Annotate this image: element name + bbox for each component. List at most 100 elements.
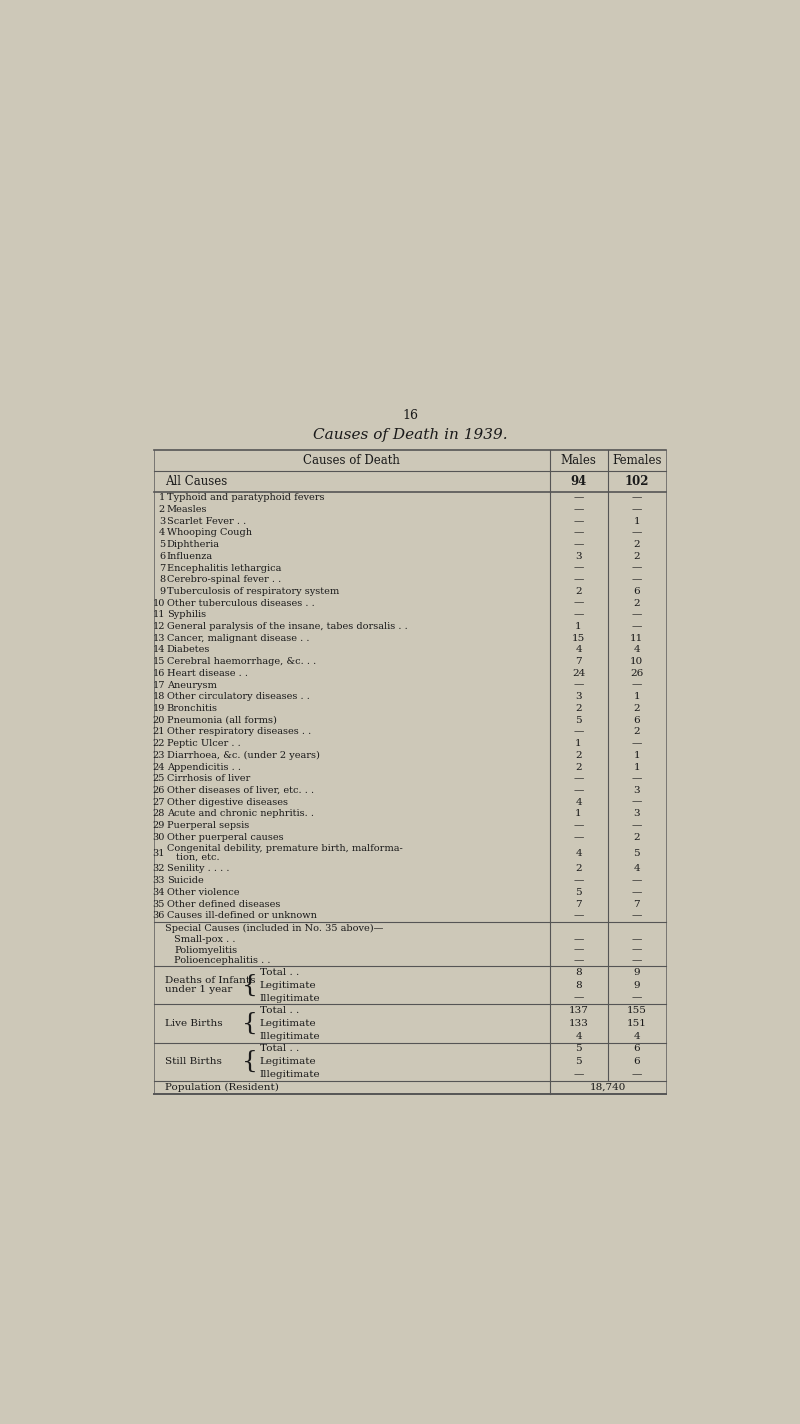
Text: 12: 12: [153, 622, 165, 631]
Text: Illegitimate: Illegitimate: [260, 1069, 320, 1079]
Text: Poliomyelitis: Poliomyelitis: [174, 946, 238, 954]
Text: 22: 22: [153, 739, 165, 748]
Text: —: —: [631, 611, 642, 619]
Text: 2: 2: [575, 703, 582, 713]
Text: Syphilis: Syphilis: [166, 611, 206, 619]
Text: 10: 10: [630, 658, 643, 666]
Text: —: —: [574, 934, 584, 944]
Text: 1: 1: [159, 493, 165, 503]
Text: 4: 4: [575, 797, 582, 806]
Text: 2: 2: [575, 587, 582, 597]
Text: 6: 6: [634, 587, 640, 597]
Text: Live Births: Live Births: [165, 1020, 222, 1028]
Text: —: —: [631, 564, 642, 572]
Text: 27: 27: [153, 797, 165, 806]
Text: —: —: [574, 957, 584, 965]
Text: 4: 4: [575, 849, 582, 857]
Text: 29: 29: [153, 822, 165, 830]
Text: 155: 155: [626, 1007, 646, 1015]
Text: 17: 17: [153, 681, 165, 689]
Text: —: —: [631, 775, 642, 783]
Text: 1: 1: [634, 692, 640, 701]
Text: 3: 3: [634, 786, 640, 795]
Text: —: —: [574, 540, 584, 550]
Text: —: —: [631, 946, 642, 954]
Text: Pneumonia (all forms): Pneumonia (all forms): [166, 716, 277, 725]
Text: {: {: [242, 974, 258, 997]
Text: Polioencephalitis . .: Polioencephalitis . .: [174, 957, 271, 965]
Text: Other diseases of liver, etc. . .: Other diseases of liver, etc. . .: [166, 786, 314, 795]
Text: 5: 5: [575, 1044, 582, 1054]
Text: —: —: [574, 517, 584, 525]
Text: 20: 20: [153, 716, 165, 725]
Text: 2: 2: [634, 540, 640, 550]
Text: 26: 26: [630, 669, 643, 678]
Text: Causes of Death: Causes of Death: [303, 454, 400, 467]
Text: 16: 16: [153, 669, 165, 678]
Text: Other digestive diseases: Other digestive diseases: [166, 797, 288, 806]
Text: —: —: [631, 994, 642, 1002]
Text: Peptic Ulcer . .: Peptic Ulcer . .: [166, 739, 240, 748]
Text: All Causes: All Causes: [165, 476, 227, 488]
Text: 25: 25: [153, 775, 165, 783]
Text: 13: 13: [153, 634, 165, 642]
Text: 33: 33: [153, 876, 165, 886]
Text: Suicide: Suicide: [166, 876, 203, 886]
Text: 31: 31: [153, 849, 165, 857]
Text: Puerperal sepsis: Puerperal sepsis: [166, 822, 249, 830]
Text: 6: 6: [159, 553, 165, 561]
Text: 7: 7: [159, 564, 165, 572]
Text: —: —: [574, 946, 584, 954]
Text: —: —: [631, 797, 642, 806]
Text: 4: 4: [159, 528, 165, 537]
Text: Total . .: Total . .: [260, 1044, 299, 1054]
Text: 30: 30: [153, 833, 165, 842]
Text: —: —: [574, 564, 584, 572]
Text: 8: 8: [575, 968, 582, 977]
Text: 6: 6: [634, 1057, 640, 1067]
Text: Congenital debility, premature birth, malforma-: Congenital debility, premature birth, ma…: [166, 844, 402, 853]
Text: 5: 5: [575, 1057, 582, 1067]
Text: Legitimate: Legitimate: [260, 1020, 316, 1028]
Text: Males: Males: [561, 454, 597, 467]
Text: —: —: [631, 528, 642, 537]
Text: 9: 9: [159, 587, 165, 597]
Text: 8: 8: [575, 981, 582, 990]
Text: Acute and chronic nephritis. .: Acute and chronic nephritis. .: [166, 809, 314, 819]
Text: Aneurysm: Aneurysm: [166, 681, 217, 689]
Text: 3: 3: [634, 809, 640, 819]
Text: Appendicitis . .: Appendicitis . .: [166, 762, 241, 772]
Text: Other puerperal causes: Other puerperal causes: [166, 833, 283, 842]
Text: 2: 2: [575, 750, 582, 760]
Text: —: —: [631, 1069, 642, 1079]
Text: —: —: [574, 528, 584, 537]
Text: —: —: [574, 994, 584, 1002]
Text: 2: 2: [575, 864, 582, 873]
Text: 18: 18: [153, 692, 165, 701]
Text: Other defined diseases: Other defined diseases: [166, 900, 280, 909]
Text: under 1 year: under 1 year: [165, 985, 233, 994]
Text: 137: 137: [569, 1007, 589, 1015]
Text: Illegitimate: Illegitimate: [260, 994, 320, 1002]
Text: —: —: [631, 622, 642, 631]
Text: 21: 21: [153, 728, 165, 736]
Text: —: —: [631, 889, 642, 897]
Text: 23: 23: [153, 750, 165, 760]
Text: 34: 34: [153, 889, 165, 897]
Text: Heart disease . .: Heart disease . .: [166, 669, 248, 678]
Text: Whooping Cough: Whooping Cough: [166, 528, 252, 537]
Text: 7: 7: [575, 658, 582, 666]
Text: 28: 28: [153, 809, 165, 819]
Text: —: —: [574, 876, 584, 886]
Text: 11: 11: [153, 611, 165, 619]
Text: Measles: Measles: [166, 506, 207, 514]
Text: 3: 3: [575, 553, 582, 561]
Text: Legitimate: Legitimate: [260, 981, 316, 990]
Text: —: —: [574, 728, 584, 736]
Text: —: —: [574, 611, 584, 619]
Text: 2: 2: [159, 506, 165, 514]
Text: 1: 1: [634, 762, 640, 772]
Text: 6: 6: [634, 1044, 640, 1054]
Text: —: —: [574, 1069, 584, 1079]
Text: Small-pox . .: Small-pox . .: [174, 934, 236, 944]
